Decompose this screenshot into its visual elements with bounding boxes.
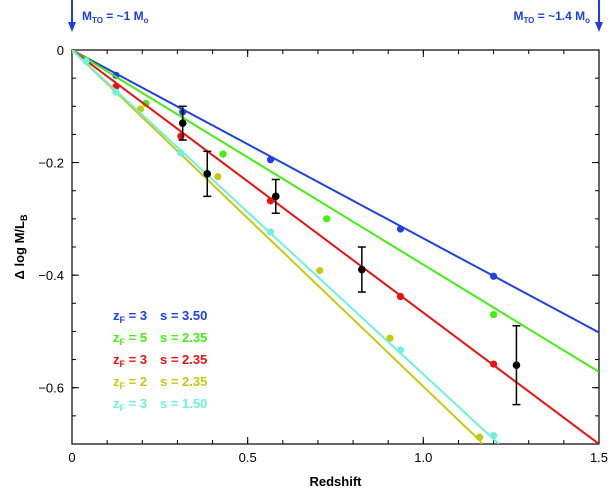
axes: 0 0.5 1.0 1.5 0 −0.2 −0.4 −0.6 bbox=[38, 43, 608, 465]
series-line-3 bbox=[72, 50, 483, 444]
series-point-4 bbox=[266, 228, 275, 236]
turnoff-mass-right-arrow-head bbox=[595, 22, 603, 32]
observation-point bbox=[178, 119, 187, 127]
x-tick-label: 0 bbox=[68, 450, 75, 465]
turnoff-mass-left-label: MTO = ~1 Mo bbox=[82, 9, 149, 25]
series-point-4 bbox=[112, 88, 120, 96]
series-point-3 bbox=[386, 334, 394, 342]
turnoff-mass-right-label: MTO = ~1.4 Mo bbox=[513, 9, 590, 25]
observation-point bbox=[358, 265, 366, 274]
series-point-2 bbox=[490, 360, 498, 368]
x-axis-label: Redshift bbox=[310, 474, 363, 489]
x-tick-label: 1.5 bbox=[590, 450, 608, 465]
series-point-0 bbox=[266, 156, 275, 164]
series-point-1 bbox=[219, 150, 227, 158]
observation-point bbox=[512, 361, 521, 370]
series-clip bbox=[72, 50, 599, 444]
series-point-4 bbox=[396, 346, 405, 354]
series-point-4 bbox=[490, 431, 498, 440]
y-axis-label: Δ log M/LB bbox=[12, 214, 29, 279]
x-tick-label: 0.5 bbox=[239, 450, 257, 465]
series-point-3 bbox=[475, 433, 484, 441]
observation-point bbox=[271, 192, 280, 201]
series-point-1 bbox=[323, 215, 331, 223]
y-tick-label: −0.2 bbox=[38, 156, 64, 171]
annotation-markers: MTO = ~1 Mo MTO = ~1.4 Mo bbox=[68, 0, 603, 32]
series-point-2 bbox=[266, 197, 275, 205]
observations-layer bbox=[178, 105, 521, 406]
series-point-1 bbox=[490, 310, 498, 319]
series-point-4 bbox=[177, 149, 185, 157]
observation-point bbox=[203, 170, 212, 178]
x-tick-label: 1.0 bbox=[414, 450, 432, 465]
series-line-2 bbox=[72, 50, 599, 444]
y-tick-label: −0.6 bbox=[38, 381, 64, 396]
series-point-2 bbox=[177, 132, 185, 140]
series-point-0 bbox=[396, 225, 405, 233]
series-point-0 bbox=[490, 272, 498, 280]
y-tick-label: −0.4 bbox=[38, 268, 64, 283]
series-layer bbox=[72, 50, 599, 444]
series-point-3 bbox=[316, 267, 324, 275]
y-tick-label: 0 bbox=[57, 43, 64, 58]
labels: Redshift Δ log M/LB bbox=[12, 214, 362, 489]
series-line-0 bbox=[72, 50, 599, 334]
series-point-2 bbox=[396, 292, 405, 301]
series-line-4 bbox=[72, 50, 500, 444]
series-line-1 bbox=[72, 50, 599, 373]
turnoff-mass-left-arrow-head bbox=[68, 22, 76, 32]
series-point-3 bbox=[214, 173, 222, 181]
series-point-4 bbox=[82, 57, 90, 65]
